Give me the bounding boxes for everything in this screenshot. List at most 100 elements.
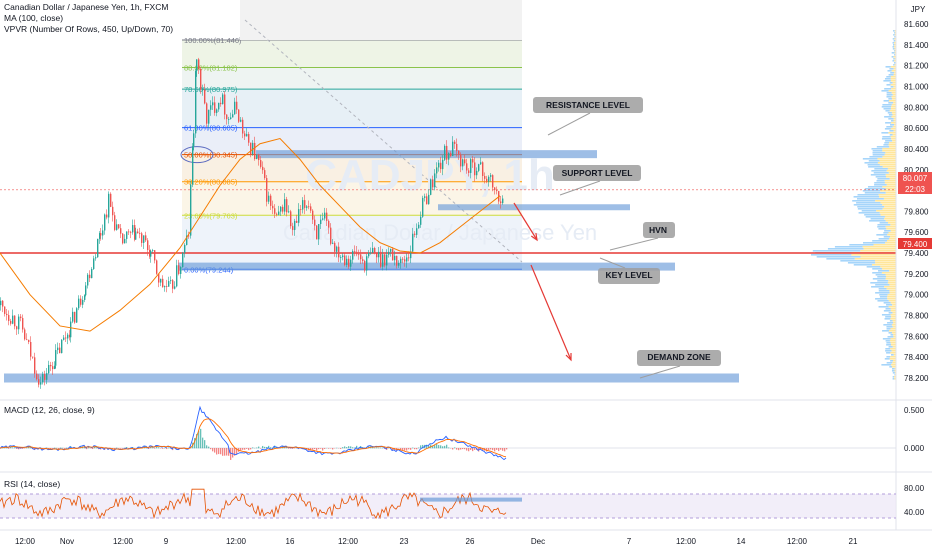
vpvr-up-bar (872, 278, 886, 280)
annotations[interactable] (513, 97, 721, 379)
legend-ma[interactable]: MA (100, close) (4, 13, 64, 23)
macd-histogram-bar (148, 448, 150, 450)
candle-body (254, 142, 256, 160)
candle-body (406, 257, 408, 262)
vpvr-up-bar (885, 110, 890, 112)
vpvr-down-bar (891, 112, 896, 114)
vpvr-down-bar (881, 272, 896, 274)
hvn-label: HVN (649, 225, 667, 235)
macd-histogram-bar (314, 448, 316, 450)
macd-histogram-bar (502, 448, 504, 451)
vpvr-up-bar (885, 140, 893, 142)
macd-histogram-bar (418, 447, 420, 449)
macd-histogram-bar (322, 448, 324, 451)
candle-body (82, 299, 84, 305)
vpvr-down-bar (894, 46, 896, 48)
time-tick-label: 21 (849, 537, 858, 546)
candle-body (118, 224, 120, 229)
vpvr-up-bar (812, 250, 861, 252)
vpvr-up-bar (886, 362, 893, 364)
candle-body (416, 228, 418, 235)
price-tick-label: 80.400 (904, 145, 929, 154)
candle-body (460, 154, 462, 167)
vpvr-down-bar (873, 244, 896, 246)
vpvr-down-bar (887, 298, 896, 300)
rsi-title[interactable]: RSI (14, close) (4, 479, 61, 489)
candle-body (28, 339, 30, 343)
price-axis[interactable]: 81.600 81.400 81.200 81.000 80.800 80.600 80.4… (904, 20, 929, 383)
vpvr-down-bar (894, 58, 896, 60)
time-axis[interactable]: 12:00 Nov 12:00 9 12:00 16 12:00 23 26 Dec 7 12:00 1… (15, 537, 858, 546)
candle-body (478, 164, 480, 171)
macd-histogram-bar (410, 448, 412, 450)
macd-histogram-bar (316, 448, 318, 451)
candle-body (394, 255, 396, 261)
vpvr-up-bar (879, 222, 888, 224)
vpvr-down-bar (891, 98, 896, 100)
projection-arrow (530, 264, 572, 361)
vpvr-down-bar (888, 232, 896, 234)
vpvr-down-bar (880, 202, 896, 204)
vpvr-up-bar (891, 368, 895, 370)
candle-body (288, 211, 290, 213)
price-tick-label: 78.400 (904, 353, 929, 362)
price-tick-label: 80.200 (904, 166, 929, 175)
macd-histogram-bar (100, 448, 102, 450)
hvn-price-label: 79.400 (903, 240, 928, 249)
candle-body (362, 259, 364, 261)
macd-title[interactable]: MACD (12, 26, close, 9) (4, 405, 95, 415)
candle-body (216, 109, 218, 113)
candle-body (452, 141, 454, 156)
vpvr-down-bar (890, 128, 896, 130)
vpvr-down-bar (889, 270, 896, 272)
vpvr-down-bar (888, 144, 896, 146)
vpvr-up-bar (890, 72, 895, 74)
fibonacci-retracement[interactable]: 100.00%(81.446) 88.60%(81.182) 78.60%(80.9… (180, 0, 523, 274)
macd-histogram-bar (268, 445, 270, 449)
vpvr-down-bar (884, 180, 896, 182)
candle-body (426, 196, 428, 205)
candle-body (326, 212, 328, 221)
candle-body (110, 193, 112, 207)
vpvr-up-bar (892, 42, 894, 44)
legend-vpvr[interactable]: VPVR (Number Of Rows, 450, Up/Down, 70) (4, 24, 174, 34)
macd-histogram-bar (506, 448, 508, 450)
candle-body (208, 109, 210, 124)
macd-histogram-bar (222, 448, 224, 456)
macd-histogram-bar (312, 448, 314, 450)
vpvr-down-bar (892, 362, 896, 364)
vpvr-down-bar (893, 42, 896, 44)
candle-body (214, 102, 216, 113)
price-tick-label: 79.400 (904, 249, 929, 258)
candle-body (444, 145, 446, 160)
vpvr-down-bar (880, 190, 896, 192)
legend-title[interactable]: Canadian Dollar / Japanese Yen, 1h, FXCM (4, 2, 169, 12)
macd-histogram-bar (388, 447, 390, 449)
macd-histogram-bar (60, 447, 62, 449)
vpvr-up-bar (875, 176, 886, 178)
macd-histogram-bar (504, 448, 506, 452)
vpvr-up-bar (888, 118, 894, 120)
vpvr-up-bar (890, 354, 894, 356)
candle-body (24, 329, 26, 340)
last-price-label: 80.007 (903, 174, 928, 183)
vpvr-down-bar (890, 318, 896, 320)
candle-body (108, 193, 110, 218)
chart-legend[interactable]: Canadian Dollar / Japanese Yen, 1h, FXCM… (4, 2, 173, 35)
ma-line (0, 137, 501, 332)
vpvr-down-bar (894, 48, 896, 50)
candle-body (322, 218, 324, 220)
fib-band (182, 215, 522, 270)
macd-histogram-bar (196, 433, 198, 449)
candle-body (128, 231, 130, 233)
vpvr-down-bar (885, 192, 896, 194)
fib-level-label: 23.60%(79.763) (184, 211, 238, 220)
macd-histogram-bar (198, 430, 200, 449)
candle-body (59, 347, 61, 354)
vpvr-down-bar (884, 206, 896, 208)
candle-body (42, 374, 44, 383)
macd-histogram-bar (214, 448, 216, 453)
macd-histogram-bar (386, 448, 388, 450)
vpvr-down-bar (889, 340, 896, 342)
